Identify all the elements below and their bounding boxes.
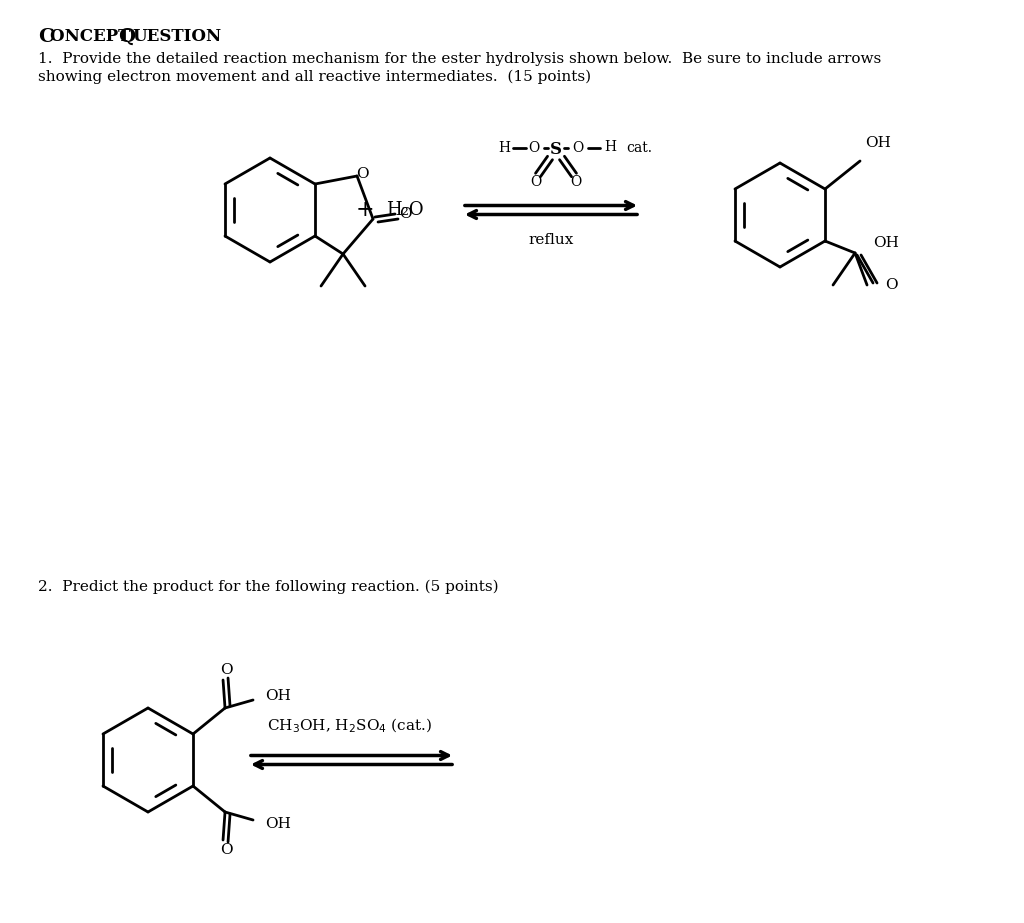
Text: O: O — [572, 141, 584, 155]
Text: reflux: reflux — [528, 233, 573, 247]
Text: OH: OH — [265, 689, 291, 703]
Text: C: C — [38, 28, 53, 46]
Text: O: O — [355, 167, 369, 181]
Text: OH: OH — [265, 817, 291, 831]
Text: CH$_3$OH, H$_2$SO$_4$ (cat.): CH$_3$OH, H$_2$SO$_4$ (cat.) — [267, 716, 432, 735]
Text: S: S — [550, 141, 562, 159]
Text: ONCEPT: ONCEPT — [50, 28, 136, 45]
Text: showing electron movement and all reactive intermediates.  (15 points): showing electron movement and all reacti… — [38, 70, 591, 84]
Text: O: O — [528, 141, 540, 155]
Text: O: O — [570, 175, 582, 189]
Text: +: + — [355, 199, 375, 221]
Text: H: H — [498, 141, 510, 155]
Text: UESTION: UESTION — [132, 28, 221, 45]
Text: O: O — [220, 663, 232, 677]
Text: O: O — [885, 278, 898, 292]
Text: O: O — [220, 843, 232, 857]
Text: Q: Q — [118, 28, 135, 46]
Text: O: O — [530, 175, 542, 189]
Text: H₂O: H₂O — [386, 201, 424, 219]
Text: cat.: cat. — [626, 141, 652, 155]
Text: OH: OH — [865, 136, 891, 150]
Text: 1.  Provide the detailed reaction mechanism for the ester hydrolysis shown below: 1. Provide the detailed reaction mechani… — [38, 52, 882, 66]
Text: H: H — [604, 140, 616, 154]
Text: 2.  Predict the product for the following reaction. (5 points): 2. Predict the product for the following… — [38, 580, 499, 594]
Text: OH: OH — [873, 236, 899, 250]
Text: O: O — [398, 207, 412, 221]
